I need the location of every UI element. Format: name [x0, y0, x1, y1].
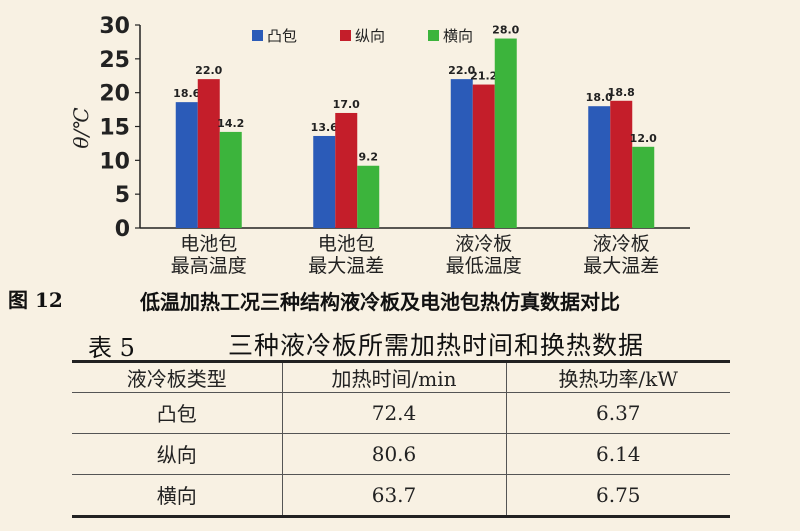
y-tick-label: 25 [99, 48, 130, 73]
bar [335, 112, 358, 228]
table-cell: 80.6 [281, 432, 506, 475]
table-cell: 纵向 [72, 432, 282, 475]
data-label: 18.0 [586, 91, 613, 104]
table-cell: 6.37 [505, 392, 730, 434]
legend-label: 凸包 [267, 27, 297, 45]
x-tick-label: 最低温度 [446, 255, 522, 277]
table-cell: 凸包 [72, 392, 282, 434]
x-tick-label: 液冷板 [593, 233, 650, 255]
table-title: 三种液冷板所需加热时间和换热数据 [228, 331, 645, 360]
bar-chart: 051015202530θ/℃18.622.014.2电池包最高温度13.617… [69, 14, 690, 277]
figure-label: 图 12 [8, 288, 63, 312]
bar [494, 38, 517, 229]
table-cell: 6.14 [505, 432, 730, 475]
table-row: 凸包 72.4 6.37 [72, 392, 730, 434]
y-tick-label: 0 [115, 217, 130, 242]
table-cell: 63.7 [281, 473, 506, 517]
data-label: 13.6 [311, 121, 338, 134]
table-row: 纵向 80.6 6.14 [72, 432, 730, 475]
data-label: 12.0 [630, 132, 657, 145]
header-cell: 加热时间/min [281, 361, 506, 393]
y-tick-label: 30 [99, 14, 130, 39]
table-cell: 6.75 [505, 473, 730, 517]
data-label: 21.2 [470, 70, 497, 83]
y-axis-label: θ/℃ [69, 107, 93, 148]
table-cell: 横向 [72, 473, 282, 517]
y-tick-label: 15 [99, 116, 130, 141]
legend-swatch [252, 30, 263, 41]
data-label: 17.0 [333, 98, 360, 111]
bar [610, 100, 633, 228]
header-cell: 换热功率/kW [505, 361, 730, 393]
x-tick-label: 电池包 [180, 233, 237, 255]
bar [472, 84, 495, 229]
bar [175, 102, 198, 228]
table-header-row: 液冷板类型 加热时间/min 换热功率/kW [72, 361, 730, 393]
x-tick-label: 最大温差 [308, 255, 384, 277]
table-cell: 72.4 [281, 392, 506, 434]
legend-swatch [428, 30, 439, 41]
bar [357, 165, 380, 228]
bar [632, 146, 655, 228]
data-label: 14.2 [217, 117, 244, 130]
table-row: 横向 63.7 6.75 [72, 473, 730, 517]
x-tick-label: 最大温差 [583, 255, 659, 277]
data-label: 22.0 [195, 64, 222, 77]
x-tick-label: 最高温度 [171, 255, 247, 277]
legend-label: 纵向 [355, 27, 385, 45]
data-label: 18.8 [608, 86, 635, 99]
figure-title: 低温加热工况三种结构液冷板及电池包热仿真数据对比 [140, 290, 620, 314]
data-label: 18.6 [173, 87, 200, 100]
y-tick-label: 10 [99, 149, 130, 174]
bar [450, 79, 473, 228]
y-tick-label: 5 [115, 183, 130, 208]
data-table: 液冷板类型 加热时间/min 换热功率/kW 凸包 72.4 6.37 纵向 8… [72, 360, 730, 518]
data-label: 28.0 [492, 24, 519, 37]
x-tick-label: 液冷板 [455, 233, 512, 255]
data-label: 9.2 [359, 151, 379, 164]
bar [588, 106, 611, 228]
legend-label: 横向 [443, 27, 473, 45]
table-label: 表 5 [88, 334, 135, 362]
x-tick-label: 电池包 [318, 233, 375, 255]
bar [313, 135, 336, 228]
y-tick-label: 20 [99, 82, 130, 107]
bar [219, 131, 242, 228]
legend-swatch [340, 30, 351, 41]
bar [197, 79, 220, 228]
header-cell: 液冷板类型 [126, 367, 227, 391]
data-label: 22.0 [448, 64, 475, 77]
